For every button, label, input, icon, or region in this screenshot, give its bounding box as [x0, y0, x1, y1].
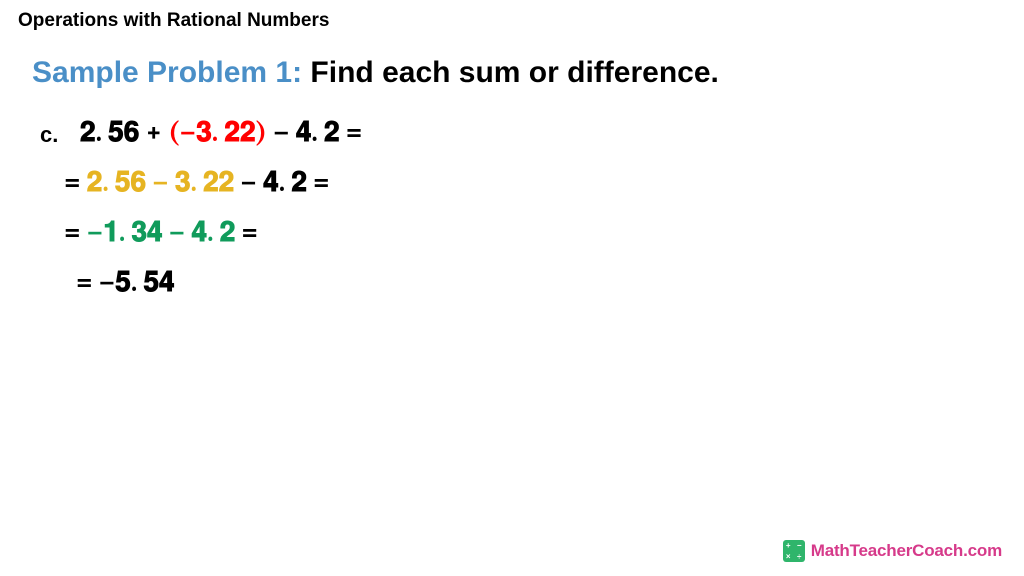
problem-title: Sample Problem 1: Find each sum or diffe…: [0, 32, 1024, 90]
l3-rest: =: [235, 216, 258, 248]
l3-green: −𝟏. 𝟑𝟒 − 𝟒. 𝟐: [87, 216, 236, 248]
l3-eq: =: [64, 216, 87, 248]
logo-text: MathTeacherCoach.com: [811, 541, 1002, 561]
logo-sym-times: ×: [786, 553, 791, 561]
math-lines: 𝟐. 𝟓𝟔 + (−𝟑. 𝟐𝟐) − 𝟒. 𝟐 = = 𝟐. 𝟓𝟔 − 𝟑. 𝟐…: [80, 118, 362, 318]
problem-letter: c.: [40, 118, 76, 148]
math-line-4: = −𝟓. 𝟓𝟒: [76, 268, 362, 296]
footer-logo: + − × ÷ MathTeacherCoach.com: [783, 540, 1002, 562]
l2-rest: − 𝟒. 𝟐 =: [234, 166, 329, 198]
math-line-1: 𝟐. 𝟓𝟔 + (−𝟑. 𝟐𝟐) − 𝟒. 𝟐 =: [80, 118, 362, 146]
l1-negative: (−𝟑. 𝟐𝟐): [168, 116, 267, 148]
problem-label: Sample Problem 1:: [32, 56, 302, 89]
problem-instruction: Find each sum or difference.: [302, 56, 719, 89]
logo-icon: + − × ÷: [783, 540, 805, 562]
l1-part-a: 𝟐. 𝟓𝟔 +: [80, 116, 168, 148]
work-area: c. 𝟐. 𝟓𝟔 + (−𝟑. 𝟐𝟐) − 𝟒. 𝟐 = = 𝟐. 𝟓𝟔 − 𝟑…: [0, 90, 1024, 318]
l1-part-b: − 𝟒. 𝟐 =: [267, 116, 362, 148]
l2-gold: 𝟐. 𝟓𝟔 − 𝟑. 𝟐𝟐: [87, 166, 235, 198]
math-line-3: = −𝟏. 𝟑𝟒 − 𝟒. 𝟐 =: [64, 218, 362, 246]
logo-sym-divide: ÷: [797, 553, 801, 561]
math-line-2: = 𝟐. 𝟓𝟔 − 𝟑. 𝟐𝟐 − 𝟒. 𝟐 =: [64, 168, 362, 196]
l2-eq: =: [64, 166, 87, 198]
l4-full: = −𝟓. 𝟓𝟒: [76, 266, 175, 298]
logo-sym-plus: +: [786, 542, 791, 550]
page-header: Operations with Rational Numbers: [0, 0, 1024, 32]
logo-sym-minus: −: [797, 542, 802, 550]
